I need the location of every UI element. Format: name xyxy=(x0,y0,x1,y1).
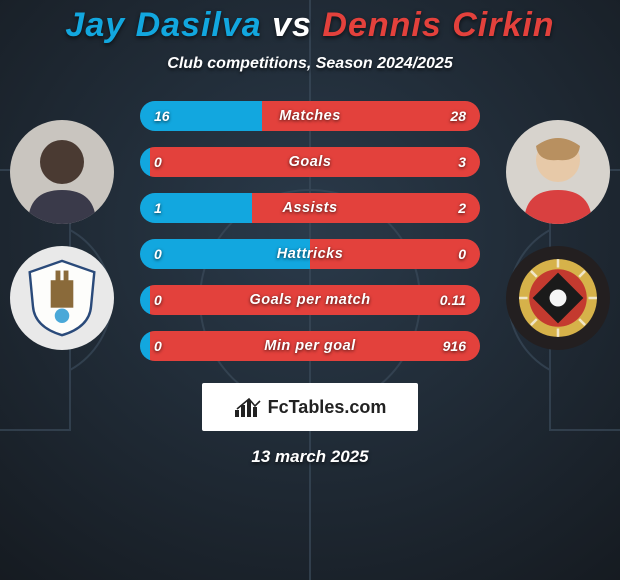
stat-label: Matches xyxy=(140,108,480,124)
stat-value-right: 2 xyxy=(458,200,466,216)
stat-value-right: 28 xyxy=(450,108,466,124)
stat-label: Goals xyxy=(140,154,480,170)
stat-label: Goals per match xyxy=(140,292,480,308)
stat-value-right: 3 xyxy=(458,154,466,170)
content: Jay Dasilva vs Dennis Cirkin Club compet… xyxy=(0,0,620,467)
stat-row: 0Hattricks0 xyxy=(140,239,480,269)
stat-value-right: 0 xyxy=(458,246,466,262)
title-vs: vs xyxy=(272,6,312,44)
branding-badge: FcTables.com xyxy=(202,383,418,431)
stats-list: 16Matches280Goals31Assists20Hattricks00G… xyxy=(140,101,480,361)
stat-label: Hattricks xyxy=(140,246,480,262)
stat-row: 0Goals3 xyxy=(140,147,480,177)
player-left-name: Jay Dasilva xyxy=(65,6,261,44)
stat-label: Min per goal xyxy=(140,338,480,354)
stat-row: 1Assists2 xyxy=(140,193,480,223)
comparison-card: Jay Dasilva vs Dennis Cirkin Club compet… xyxy=(0,0,620,580)
date-label: 13 march 2025 xyxy=(0,447,620,467)
stat-row: 0Min per goal916 xyxy=(140,331,480,361)
page-title: Jay Dasilva vs Dennis Cirkin xyxy=(0,6,620,45)
player-right-name: Dennis Cirkin xyxy=(322,6,554,44)
branding-icon xyxy=(234,396,262,418)
branding-text: FcTables.com xyxy=(268,397,387,418)
stat-value-right: 0.11 xyxy=(440,292,466,308)
stat-value-right: 916 xyxy=(443,338,466,354)
subtitle: Club competitions, Season 2024/2025 xyxy=(0,55,620,73)
stat-row: 16Matches28 xyxy=(140,101,480,131)
stat-label: Assists xyxy=(140,200,480,216)
stat-row: 0Goals per match0.11 xyxy=(140,285,480,315)
